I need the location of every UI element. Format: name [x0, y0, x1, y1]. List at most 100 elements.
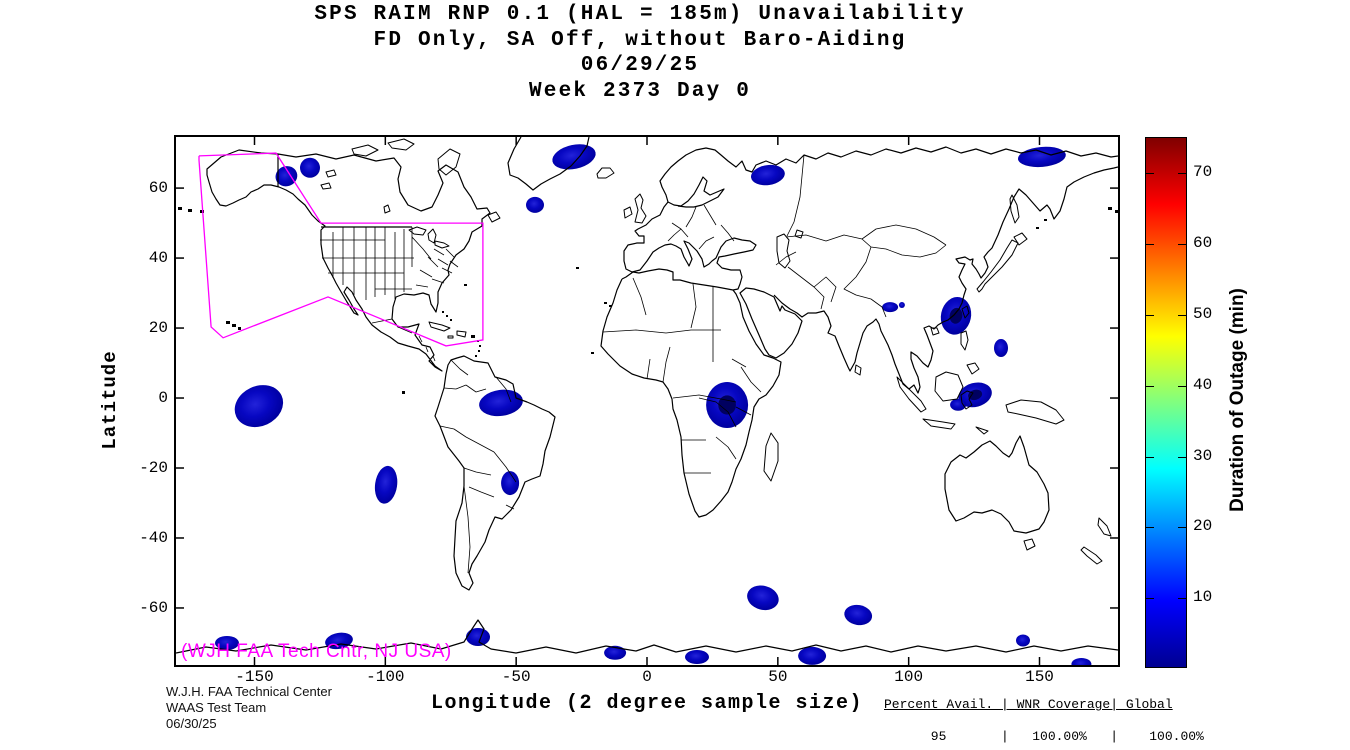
- outage-region: [300, 157, 320, 178]
- x-tick-label: 100: [894, 668, 924, 686]
- colorbar-tick-label: 30: [1193, 446, 1213, 465]
- colorbar-tick-label: 70: [1193, 163, 1213, 182]
- title-line-2: FD Only, SA Off, without Baro-Aiding: [373, 28, 907, 52]
- y-tick-label: 40: [148, 249, 168, 268]
- colorbar-tick-mark: [1146, 244, 1154, 246]
- islands-indonesia: [896, 371, 989, 435]
- outage-region: [747, 585, 779, 611]
- colorbar-tick-mark: [1146, 173, 1154, 175]
- outage-region: [234, 385, 284, 428]
- stats-table-header: Percent Avail. | WNR Coverage| Global: [884, 697, 1173, 713]
- coast-africa: [600, 278, 782, 518]
- colorbar-tick-mark: [1178, 385, 1186, 387]
- colorbar-tick-label: 10: [1193, 588, 1213, 607]
- map-credit-text: (WJH FAA Tech Cntr, NJ USA): [181, 641, 452, 662]
- coast-antarctica: [176, 619, 1118, 654]
- island-taiwan-hainan: [930, 305, 970, 336]
- footer-line-2: WAAS Test Team: [166, 700, 267, 715]
- coast-australia: [944, 435, 1050, 534]
- outage-region: [798, 646, 827, 665]
- title-line-3: 06/29/25: [580, 54, 700, 77]
- outage-region: [1016, 634, 1030, 647]
- outage-region: [526, 196, 544, 213]
- axis-tick-marks: [176, 137, 1118, 665]
- outage-region: [994, 339, 1008, 357]
- islands-japan: [976, 194, 1028, 293]
- colorbar-tick-mark: [1178, 244, 1186, 246]
- colorbar-tick-label: 40: [1193, 375, 1213, 394]
- outage-region: [215, 636, 239, 650]
- colorbar-tick-label: 60: [1193, 234, 1213, 253]
- coast-south-america: [434, 355, 556, 591]
- outage-region: [374, 465, 398, 504]
- africa-borders: [602, 277, 762, 474]
- y-tick-label: 0: [158, 389, 168, 408]
- colorbar-tick-label: 50: [1193, 305, 1213, 323]
- coast-north-america: [206, 149, 491, 372]
- title-line-1: SPS RAIM RNP 0.1 (HAL = 185m) Unavailabi…: [314, 3, 966, 26]
- outage-region: [466, 628, 490, 646]
- islands: [320, 138, 1112, 565]
- outage-region: [604, 645, 627, 660]
- y-tick-label: 60: [148, 179, 168, 198]
- y-tick-label: 20: [148, 319, 168, 338]
- outage-region: [685, 650, 709, 664]
- colorbar: [1145, 137, 1187, 668]
- colorbar-tick-mark: [1146, 456, 1154, 458]
- lakes-canada: [320, 169, 391, 214]
- x-tick-label: -50: [501, 668, 531, 686]
- colorbar-tick-mark: [1178, 315, 1186, 316]
- outage-region: [275, 166, 298, 187]
- stats-table-row: 95 | 100.00% | 100.00%: [884, 728, 1204, 744]
- colorbar-label: Duration of Outage (min): [1227, 288, 1248, 512]
- map-plot-area: (WJH FAA Tech Cntr, NJ USA): [174, 135, 1120, 667]
- asia-borders: [775, 154, 947, 318]
- outage-region: [882, 302, 899, 313]
- national-border-lines: [277, 154, 412, 228]
- islands-philippines: [960, 330, 980, 375]
- world-map: [176, 137, 1118, 665]
- islands-caribbean: [428, 321, 467, 339]
- coast-europe-med: [621, 201, 757, 291]
- outage-region: [898, 302, 905, 308]
- lakes-caspian-aral: [776, 229, 804, 269]
- island-iceland: [596, 167, 615, 179]
- outage-region: [552, 144, 596, 170]
- island-madagascar: [763, 432, 779, 482]
- colorbar-tick-mark: [1178, 527, 1186, 529]
- colorbar-tick-mark: [1146, 598, 1154, 600]
- footer-credit: W.J.H. FAA Technical Center WAAS Test Te…: [166, 684, 332, 732]
- colorbar-tick-label: 20: [1193, 517, 1213, 536]
- title-line-4: Week 2373 Day 0: [528, 79, 752, 103]
- us-state-grid: [320, 227, 459, 300]
- outage-region-core: [718, 395, 736, 415]
- y-tick-label: -20: [139, 459, 168, 477]
- coast-baltic: [667, 176, 725, 208]
- x-axis-label: Longitude (2 degree sample size): [430, 692, 864, 715]
- outage-region: [479, 389, 523, 417]
- coastlines: [176, 137, 1118, 654]
- outage-region: [501, 471, 520, 496]
- island-tasmania-nz: [1023, 517, 1112, 565]
- x-tick-label: 0: [642, 668, 652, 686]
- y-tick-label: -40: [139, 528, 168, 547]
- waas-coverage-polygon: [198, 152, 484, 347]
- x-tick-label: 50: [768, 668, 788, 686]
- outage-region-core: [949, 307, 963, 324]
- islands-canadian-arctic: [351, 138, 501, 223]
- coast-greenland: [507, 137, 590, 191]
- outage-region: [1071, 658, 1092, 665]
- south-america-borders: [439, 359, 517, 574]
- colorbar-tick-mark: [1146, 385, 1154, 387]
- island-new-guinea: [1005, 399, 1065, 425]
- great-lakes: [408, 226, 450, 249]
- x-tick-label: -100: [366, 668, 405, 686]
- footer-line-3: 06/30/25: [166, 716, 217, 731]
- outage-region: [751, 164, 785, 186]
- europe-borders: [667, 204, 735, 250]
- outage-region: [1017, 146, 1066, 168]
- islands-british-isles: [623, 193, 647, 224]
- colorbar-tick-mark: [1178, 598, 1186, 600]
- colorbar-tick-mark: [1178, 456, 1186, 458]
- colorbar-tick-mark: [1146, 527, 1154, 529]
